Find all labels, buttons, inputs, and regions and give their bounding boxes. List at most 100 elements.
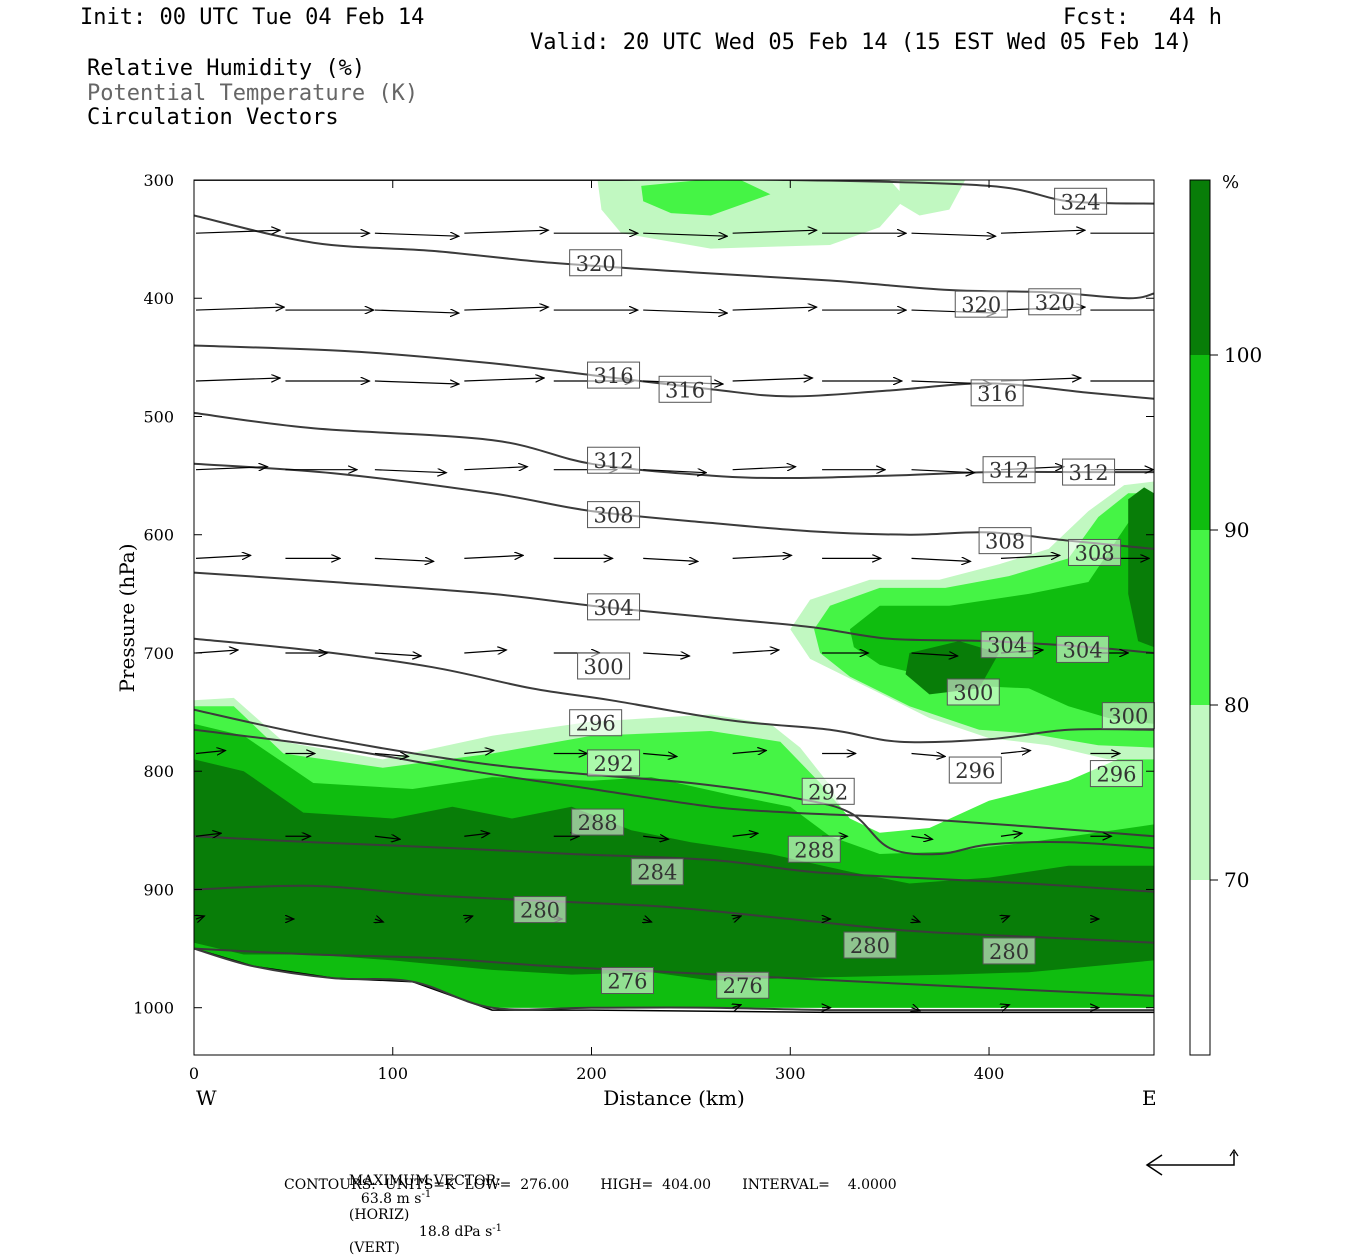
- vector-arrow: [643, 753, 677, 756]
- vector-arrow: [374, 558, 434, 561]
- axes: 300 400 500 600 700 800 900 1000 0 100 200 300 400 W E…: [115, 171, 1157, 1110]
- theta-label-box: [948, 756, 1002, 784]
- x-tick-label: 400: [974, 1064, 1005, 1083]
- theta-label-280: 280: [989, 940, 1029, 964]
- vector-arrow: [374, 310, 459, 313]
- vector-arrow: [1000, 555, 1060, 558]
- colorbar-frame: [1189, 179, 1211, 1056]
- theta-label-320: 320: [576, 252, 616, 276]
- theta-label-box: [970, 379, 1024, 407]
- theta-label-324: 324: [1061, 190, 1101, 214]
- max-vector-label: MAXIMUM VECTOR:: [348, 1173, 501, 1189]
- theta-label-box: [587, 593, 641, 621]
- theta-label-300: 300: [1108, 705, 1148, 729]
- init-time: Init: 00 UTC Tue 04 Feb 14: [80, 5, 425, 30]
- vector-arrow: [375, 919, 383, 922]
- x-tick-label: 200: [576, 1064, 607, 1083]
- horiz-exp: -1: [421, 1189, 432, 1200]
- theta-label-320: 320: [961, 293, 1001, 317]
- vector-arrow: [374, 233, 459, 236]
- vector-arrow: [195, 650, 238, 653]
- y-axis-title: Pressure (hPa): [115, 544, 139, 693]
- theta-label-box: [1068, 538, 1122, 566]
- vector-arrow: [464, 307, 548, 310]
- vector-arrow: [195, 555, 251, 558]
- vector-arrow: [643, 653, 689, 656]
- theta-label-312: 312: [593, 449, 633, 473]
- vector-arrow: [912, 1008, 920, 1011]
- theta-label-box: [954, 290, 1008, 318]
- colorbar-segment: [1190, 705, 1210, 880]
- theta-label-316: 316: [665, 378, 705, 402]
- vector-arrow: [643, 470, 706, 473]
- vector-arrow: [195, 378, 280, 381]
- colorbar-label: 100: [1224, 343, 1262, 367]
- colorbar-segment: [1190, 355, 1210, 530]
- vector-arrow: [1000, 750, 1030, 753]
- vector-arrow: [1001, 1005, 1009, 1008]
- theta-label-304: 304: [987, 634, 1027, 658]
- theta-line-292: [194, 728, 1154, 838]
- vector-arrow: [464, 916, 472, 919]
- field-rh: Relative Humidity (%): [87, 56, 366, 81]
- vector-arrow: [196, 916, 204, 919]
- theta-label-312: 312: [989, 459, 1029, 483]
- theta-label-320: 320: [1035, 291, 1075, 315]
- vector-arrow: [643, 558, 698, 561]
- vector-arrow: [374, 470, 446, 473]
- theta-label-300: 300: [953, 681, 993, 705]
- vector-arrow: [732, 230, 817, 233]
- colorbar-segment: [1190, 880, 1210, 1055]
- vector-arrow: [464, 555, 523, 558]
- vector-arrow: [464, 378, 544, 381]
- theta-label-box: [1062, 458, 1116, 486]
- theta-label-288: 288: [794, 838, 834, 862]
- vert-value: 18.8 dPa s: [418, 1224, 493, 1241]
- east-label: E: [1142, 1086, 1157, 1110]
- vector-arrow: [1001, 916, 1009, 919]
- theta-line-296: [194, 708, 1154, 856]
- theta-label-308: 308: [985, 530, 1025, 554]
- theta-label-292: 292: [808, 780, 848, 804]
- vector-arrow: [733, 916, 741, 919]
- theta-label-box: [513, 896, 567, 924]
- vector-arrow: [195, 833, 221, 836]
- theta-label-box: [1089, 760, 1143, 788]
- theta-label-296: 296: [955, 759, 995, 783]
- vert-unit: (VERT): [348, 1240, 400, 1256]
- vector-arrow: [464, 230, 548, 233]
- rh-region-100: [1128, 487, 1154, 648]
- y-tick-label: 400: [143, 289, 174, 308]
- vector-arrow: [195, 750, 225, 753]
- theta-label-box: [1056, 635, 1110, 663]
- theta-label-box: [1028, 288, 1082, 316]
- theta-label-box: [569, 249, 623, 277]
- x-tick-label: 0: [189, 1064, 199, 1083]
- theta-label-296: 296: [576, 712, 616, 736]
- max-vector-line: MAXIMUM VECTOR: 63.8 m s-1 (HORIZ) 18.8 …: [340, 1157, 502, 1256]
- vector-arrow: [732, 467, 796, 470]
- theta-label-box: [587, 446, 641, 474]
- theta-label-276: 276: [723, 974, 763, 998]
- vector-arrow: [374, 753, 409, 756]
- theta-label-box: [716, 971, 770, 999]
- theta-label-316: 316: [593, 364, 633, 388]
- theta-label-316: 316: [977, 382, 1017, 406]
- theta-label-280: 280: [520, 899, 560, 923]
- theta-label-box: [587, 749, 641, 777]
- vector-arrow: [643, 310, 727, 313]
- field-vectors: Circulation Vectors: [87, 105, 339, 130]
- theta-label-box: [978, 527, 1032, 555]
- theta-label-box: [1054, 187, 1108, 215]
- theta-label-292: 292: [593, 752, 633, 776]
- vector-arrow: [732, 555, 792, 558]
- theta-label-284: 284: [637, 861, 677, 885]
- y-tick-label: 700: [143, 644, 174, 663]
- y-tick-label: 800: [143, 762, 174, 781]
- colorbar-segment: [1190, 530, 1210, 705]
- vector-arrow: [911, 233, 996, 236]
- theta-label-box: [801, 777, 855, 805]
- colorbar-label: 90: [1224, 518, 1249, 542]
- vector-arrow: [195, 307, 284, 310]
